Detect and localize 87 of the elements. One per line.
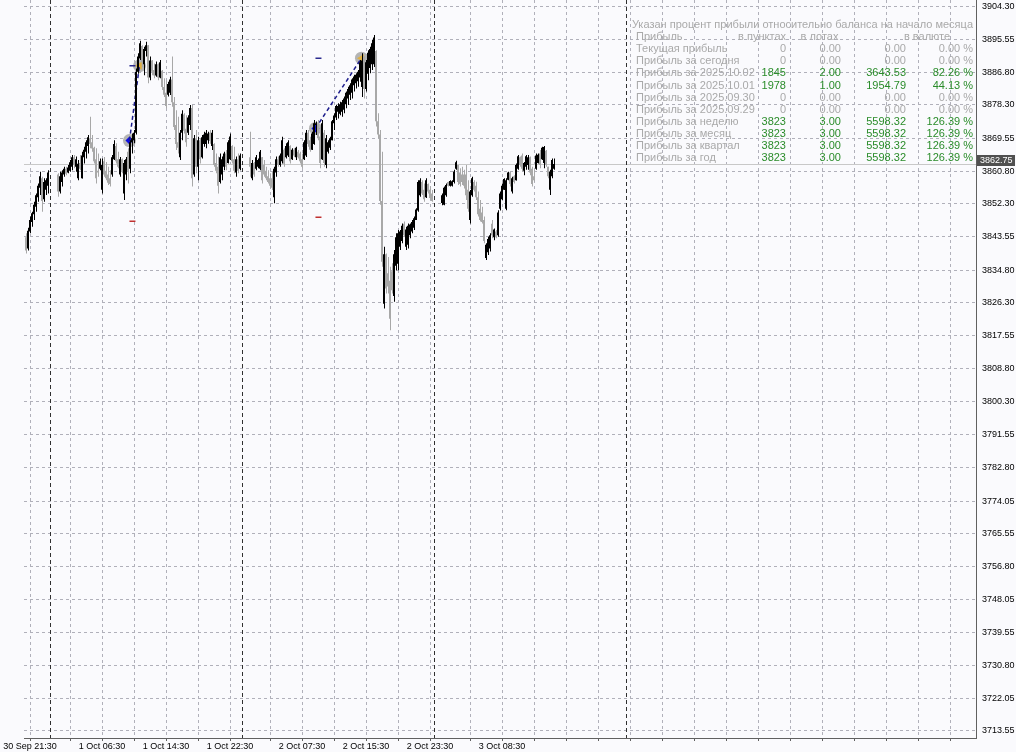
y-tick-label: 3765.55 — [982, 527, 1015, 538]
x-tick-label: 1 Oct 14:30 — [142, 740, 190, 751]
annotation: Прибыль за сегодня — [636, 54, 740, 67]
y-tick-label: 3886.80 — [982, 67, 1015, 78]
annotation: 0.00 — [884, 90, 906, 103]
annotation: 82.26 % — [932, 66, 974, 79]
annotation: 5598.32 — [866, 139, 906, 152]
annotation: 3823 — [761, 139, 786, 152]
annotation: 0.00 — [819, 54, 841, 67]
y-tick-label: 3782.80 — [982, 462, 1015, 473]
annotation: Прибыль за 2025.10.02 — [636, 66, 755, 79]
annotation: 0 — [779, 54, 786, 67]
annotation: Прибыль — [636, 30, 683, 43]
annotation: Текущая прибыль — [636, 42, 728, 55]
y-tick-label: 3774.05 — [982, 495, 1015, 506]
y-tick-label: 3722.05 — [982, 693, 1015, 704]
annotation: в лотах — [800, 30, 839, 43]
annotation: Прибыль за 2025.09.29 — [636, 102, 755, 115]
y-tick-label: 3904.30 — [982, 0, 1015, 11]
y-tick-label: 3826.30 — [982, 296, 1015, 307]
x-tick-label: 1 Oct 06:30 — [78, 740, 126, 751]
annotation: 126.39 % — [926, 151, 974, 164]
annotation: 5598.32 — [866, 126, 906, 139]
y-tick-label: 3739.55 — [982, 626, 1015, 637]
annotation: 3643.53 — [866, 66, 906, 79]
y-tick-label: 3748.05 — [982, 594, 1015, 605]
y-tick-label: 3834.80 — [982, 264, 1015, 275]
annotation: Прибыль за 2025.10.01 — [636, 78, 755, 91]
annotation: 3823 — [761, 126, 786, 139]
annotation: Прибыль за 2025.09.30 — [636, 90, 755, 103]
y-tick-label: 3852.30 — [982, 198, 1015, 209]
y-tick-label: 3843.55 — [982, 231, 1015, 242]
annotation: в пунктах — [738, 30, 787, 43]
annotation: 44.13 % — [932, 78, 974, 91]
annotation: 0.00 % — [938, 42, 974, 55]
annotation: 0.00 — [819, 42, 841, 55]
annotation: 0 — [779, 90, 786, 103]
y-tick-label: 3791.55 — [982, 429, 1015, 440]
annotation: 3823 — [761, 151, 786, 164]
annotation: 126.39 % — [926, 139, 974, 152]
annotation: 1845 — [761, 66, 786, 79]
annotation: 1.00 — [819, 78, 841, 91]
annotation: 0 — [779, 102, 786, 115]
annotation: 126.39 % — [926, 126, 974, 139]
annotation: 5598.32 — [866, 114, 906, 127]
y-tick-label: 3817.55 — [982, 330, 1015, 341]
annotation: Указан процент прибыли относительно баланса на начало месяца — [631, 18, 974, 31]
y-tick-label: 3808.80 — [982, 363, 1015, 374]
y-tick-label: 3800.30 — [982, 395, 1015, 406]
annotation: 1954.79 — [866, 78, 906, 91]
annotation: Прибыль за квартал — [636, 139, 740, 152]
annotation: 3.00 — [819, 126, 841, 139]
annotation: 0.00 % — [938, 102, 974, 115]
annotation: Прибыль за год — [636, 151, 717, 164]
annotation: 3.00 — [819, 114, 841, 127]
y-tick-label: 3878.30 — [982, 99, 1015, 110]
y-tick-label: 3895.55 — [982, 33, 1015, 44]
y-tick-label: 3860.80 — [982, 165, 1015, 176]
annotation: 0.00 — [819, 90, 841, 103]
x-tick-label: 3 Oct 08:30 — [478, 740, 526, 751]
annotation: 3823 — [761, 114, 786, 127]
annotation: в валюте — [903, 30, 951, 43]
annotation: 0.00 % — [938, 90, 974, 103]
ref-line-label: 3862.75 — [980, 155, 1013, 166]
annotation: 0.00 — [884, 42, 906, 55]
annotation: 126.39 % — [926, 114, 974, 127]
annotation: 3.00 — [819, 151, 841, 164]
x-tick-label: 2 Oct 15:30 — [342, 740, 390, 751]
annotation: 0.00 — [819, 102, 841, 115]
y-tick-label: 3756.80 — [982, 561, 1015, 572]
x-tick-label: 30 Sep 21:30 — [3, 740, 57, 751]
y-tick-label: 3713.55 — [982, 725, 1015, 736]
annotation: 0.00 — [884, 54, 906, 67]
annotation: 3.00 — [819, 139, 841, 152]
annotation: 1978 — [761, 78, 786, 91]
y-tick-label: 3730.80 — [982, 659, 1015, 670]
annotation: 2.00 — [819, 66, 841, 79]
annotation: 5598.32 — [866, 151, 906, 164]
y-tick-label: 3869.55 — [982, 132, 1015, 143]
annotation: Прибыль за месяц — [636, 126, 732, 139]
x-tick-label: 2 Oct 23:30 — [406, 740, 454, 751]
annotation: 0.00 % — [938, 54, 974, 67]
annotation: Прибыль за неделю — [636, 114, 739, 127]
x-tick-label: 1 Oct 22:30 — [206, 740, 254, 751]
x-tick-label: 2 Oct 07:30 — [278, 740, 326, 751]
annotation: 0.00 — [884, 102, 906, 115]
annotation: 0 — [779, 42, 786, 55]
